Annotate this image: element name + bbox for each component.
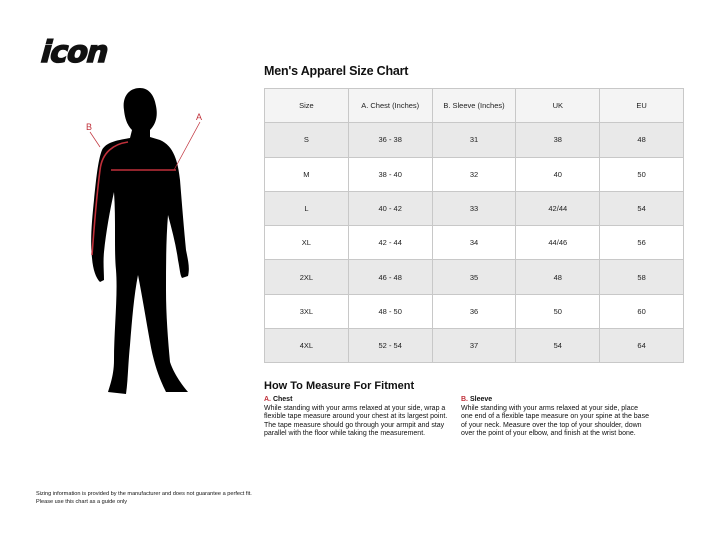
table-row: 4XL 52 - 54 37 54 64 <box>264 328 684 364</box>
column-header: A. Chest (Inches) <box>347 87 433 124</box>
table-cell: 34 <box>431 225 517 261</box>
sleeve-measure-line <box>91 141 129 256</box>
column-header: B. Sleeve (Inches) <box>431 87 517 124</box>
measure-title: How To Measure For Fitment <box>264 380 415 392</box>
sleeve-letter: B. <box>461 396 468 403</box>
table-cell: 50 <box>599 156 684 192</box>
chest-instructions: A. Chest While standing with your arms r… <box>264 396 454 439</box>
table-cell: 38 <box>515 122 601 158</box>
label-a: A <box>196 112 202 122</box>
table-cell: 36 - 38 <box>347 122 433 158</box>
disclaimer-line: Please use this chart as a guide only <box>36 498 128 505</box>
table-cell: 44/46 <box>515 225 601 261</box>
table-cell: 42 - 44 <box>347 225 433 261</box>
table-row: XL 42 - 44 34 44/46 56 <box>264 225 684 261</box>
table-cell: 54 <box>515 328 601 364</box>
table-cell: 48 <box>515 259 601 295</box>
table-cell: 56 <box>599 225 684 261</box>
table-cell: 42/44 <box>515 190 601 227</box>
table-cell: M <box>264 156 349 192</box>
table-cell: L <box>264 190 349 227</box>
size-chart-table: Size A. Chest (Inches) B. Sleeve (Inches) U… <box>264 87 684 364</box>
table-cell: 2XL <box>264 259 349 295</box>
table-cell: 60 <box>599 293 684 330</box>
table-cell: 38 - 40 <box>347 156 433 192</box>
table-cell: 40 - 42 <box>347 190 433 227</box>
table-row: S 36 - 38 31 38 48 <box>264 122 684 158</box>
table-cell: 36 <box>431 293 517 330</box>
table-header-row: Size A. Chest (Inches) B. Sleeve (Inches) U… <box>264 87 684 124</box>
chest-letter: A. <box>264 396 271 403</box>
table-cell: 48 <box>599 122 684 158</box>
table-cell: 31 <box>431 122 517 158</box>
column-header: Size <box>264 87 349 124</box>
table-row: L 40 - 42 33 42/44 54 <box>264 190 684 227</box>
icon-brand-logo: icon <box>36 36 113 68</box>
column-header: UK <box>515 87 601 124</box>
sleeve-instructions: B. Sleeve While standing with your arms … <box>461 396 651 439</box>
table-cell: 37 <box>431 328 517 364</box>
body-measurement-figure: B A <box>86 88 202 394</box>
table-row: 2XL 46 - 48 35 48 58 <box>264 259 684 295</box>
disclaimer-line: Sizing information is provided by the ma… <box>36 491 252 497</box>
table-cell: 52 - 54 <box>347 328 433 364</box>
table-cell: 35 <box>431 259 517 295</box>
table-cell: 50 <box>515 293 601 330</box>
disclaimer: Sizing information is provided by the ma… <box>36 491 252 506</box>
table-row: 3XL 48 - 50 36 50 60 <box>264 293 684 330</box>
table-cell: 48 - 50 <box>347 293 433 330</box>
table-cell: S <box>264 122 349 158</box>
body-silhouette <box>91 88 189 394</box>
table-cell: 46 - 48 <box>347 259 433 295</box>
table-cell: 58 <box>599 259 684 295</box>
label-b: B <box>86 122 92 132</box>
table-cell: 3XL <box>264 293 349 330</box>
sleeve-text: While standing with your arms relaxed at… <box>461 404 649 438</box>
size-chart-title: Men's Apparel Size Chart <box>264 64 409 78</box>
table-cell: 40 <box>515 156 601 192</box>
svg-text:icon: icon <box>37 36 112 68</box>
table-cell: 64 <box>599 328 684 364</box>
table-row: M 38 - 40 32 40 50 <box>264 156 684 192</box>
table-cell: 32 <box>431 156 517 192</box>
table-cell: 54 <box>599 190 684 227</box>
column-header: EU <box>599 87 684 124</box>
chest-text: While standing with your arms relaxed at… <box>264 404 448 438</box>
table-cell: XL <box>264 225 349 261</box>
sleeve-heading: Sleeve <box>469 396 493 403</box>
chest-heading: Chest <box>272 396 293 403</box>
table-cell: 33 <box>431 190 517 227</box>
table-cell: 4XL <box>264 328 349 364</box>
